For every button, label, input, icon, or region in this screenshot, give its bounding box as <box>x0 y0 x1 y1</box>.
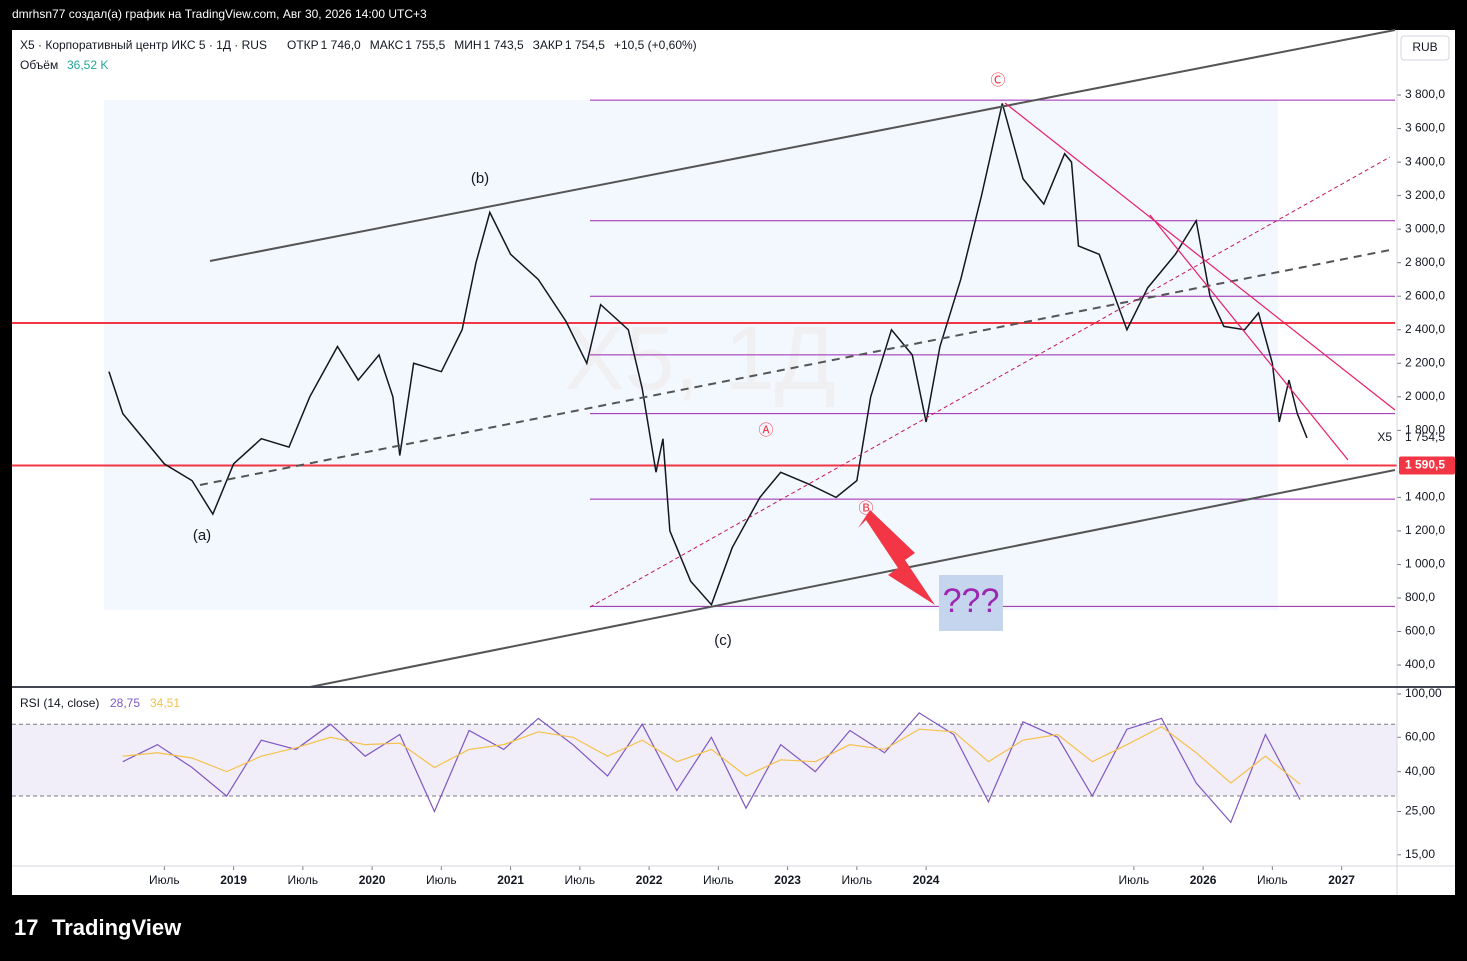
y-tick-label: 1 400,0 <box>1405 490 1445 504</box>
question-box <box>939 575 1003 631</box>
y-tick-label: 1 800,0 <box>1405 423 1445 437</box>
ohlc-name: МИН <box>454 38 481 52</box>
y-tick-label: 3 600,0 <box>1405 121 1445 135</box>
dashed-trend <box>589 156 1391 608</box>
x-tick-label: Июль <box>565 873 596 887</box>
rsi-title: RSI (14, close) <box>20 696 99 710</box>
y-tick-label: 3 400,0 <box>1405 154 1445 168</box>
wave-label: (c) <box>714 632 732 649</box>
last-price: 1 754,5 <box>1405 430 1445 444</box>
rsi-tick-label: 40,00 <box>1405 764 1435 778</box>
ohlc-value: 1 746,0 <box>321 38 361 52</box>
y-tick-label: 2 200,0 <box>1405 355 1445 369</box>
rsi-ma-value: 34,51 <box>150 696 180 710</box>
rsi-value: 28,75 <box>110 696 140 710</box>
x-tick-label: Июль <box>703 873 734 887</box>
currency: RUB <box>1412 40 1437 54</box>
y-tick-label: 600,0 <box>1405 624 1435 638</box>
y-tick-label: 2 600,0 <box>1405 288 1445 302</box>
x-tick-label: 2019 <box>220 873 247 887</box>
wave-label: Ⓑ <box>858 500 873 517</box>
x-tick-label: 2026 <box>1190 873 1217 887</box>
wave-label: (b) <box>471 170 489 187</box>
price-line <box>108 103 1308 607</box>
ohlc-value: 1 754,5 <box>565 38 605 52</box>
rsi-band <box>12 724 1397 797</box>
x-tick-label: Июль <box>149 873 180 887</box>
wave-label: Ⓒ <box>990 72 1005 89</box>
wave-label: Ⓐ <box>758 422 773 439</box>
y-tick-label: 1 000,0 <box>1405 557 1445 571</box>
down-trend <box>1149 214 1349 461</box>
x-tick-label: 2022 <box>636 873 663 887</box>
wave-label: (a) <box>193 527 211 544</box>
x-tick-label: 2023 <box>774 873 801 887</box>
ohlc-value: 1 743,5 <box>484 38 524 52</box>
ohlc-name: ЗАКР <box>533 38 563 52</box>
x-tick-label: 2027 <box>1328 873 1355 887</box>
rsi-tick-label: 15,00 <box>1405 847 1435 861</box>
rsi-line <box>122 725 1301 785</box>
rsi-tick-label: 25,00 <box>1405 804 1435 818</box>
symbol: X5 · Корпоративный центр ИКС 5 · 1Д · RU… <box>20 38 267 52</box>
volume-value: 36,52 K <box>67 58 108 72</box>
rsi-tick-label: 100,00 <box>1405 686 1442 700</box>
level-badge <box>1399 456 1455 475</box>
x-tick-label: Июль <box>1119 873 1150 887</box>
level-label: 1 590,5 <box>1405 458 1445 472</box>
x-tick-label: 2021 <box>497 873 524 887</box>
rsi-line <box>122 712 1301 824</box>
rsi-tick-label: 60,00 <box>1405 729 1435 743</box>
series-name: X5 <box>1377 430 1392 444</box>
header: dmrhsn77 создал(а) график на TradingView… <box>12 7 427 21</box>
question: ??? <box>943 582 1000 620</box>
ohlc-name: МАКС <box>370 38 404 52</box>
x-tick-label: Июль <box>842 873 873 887</box>
down-trend <box>1004 102 1396 411</box>
y-tick-label: 400,0 <box>1405 657 1435 671</box>
x-tick-label: 2024 <box>913 873 940 887</box>
y-tick-label: 800,0 <box>1405 590 1435 604</box>
y-tick-label: 2 800,0 <box>1405 255 1445 269</box>
channel-bottom <box>309 469 1396 688</box>
watermark: X5, 1Д <box>564 309 835 409</box>
ohlc-value: 1 755,5 <box>405 38 445 52</box>
x-tick-label: Июль <box>426 873 457 887</box>
x-tick-label: 2020 <box>359 873 386 887</box>
y-tick-label: 1 200,0 <box>1405 523 1445 537</box>
channel-top <box>209 29 1396 262</box>
x-tick-label: Июль <box>288 873 319 887</box>
brand-logo: 17 <box>14 915 38 940</box>
currency-button[interactable] <box>1400 35 1450 61</box>
y-tick-label: 3 000,0 <box>1405 221 1445 235</box>
brand: TradingView <box>52 915 182 940</box>
change: +10,5 (+0,60%) <box>614 38 697 52</box>
channel-mid <box>199 249 1391 486</box>
volume-name: Объём <box>20 58 58 72</box>
ohlc-name: ОТКР <box>287 38 319 52</box>
y-tick-label: 3 800,0 <box>1405 87 1445 101</box>
y-tick-label: 2 400,0 <box>1405 322 1445 336</box>
y-tick-label: 2 000,0 <box>1405 389 1445 403</box>
arrow <box>858 510 935 605</box>
y-tick-label: 3 200,0 <box>1405 188 1445 202</box>
x-tick-label: Июль <box>1257 873 1288 887</box>
